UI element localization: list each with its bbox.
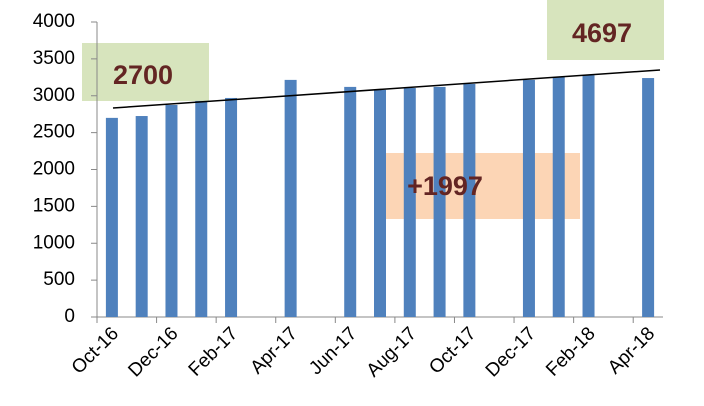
bar [225,97,238,318]
y-tick-label: 1500 [33,195,75,216]
bar [105,117,118,317]
annotation: 4697 [572,18,632,48]
x-tick-label: Oct-16 [68,323,123,378]
x-tick-label: Feb-17 [185,323,242,380]
annotation: +1997 [407,171,483,201]
x-tick-label: Oct-17 [425,323,480,378]
y-tick-label: 3000 [33,85,75,106]
annotation-box [547,0,664,60]
x-tick-label: Dec-17 [482,323,540,381]
x-tick-label: Feb-18 [542,323,599,380]
bar [165,104,178,317]
y-tick-label: 500 [43,269,75,290]
bar [522,79,535,317]
trend-line [112,69,661,109]
y-tick-label: 4000 [33,11,75,32]
y-tick-label: 3500 [33,48,75,69]
y-tick-label: 1000 [33,232,75,253]
bar [195,100,208,317]
x-tick-label: Jun-17 [305,323,361,379]
bar [582,75,595,317]
annotation-box [82,43,209,101]
bar [463,83,476,317]
bar [552,76,565,317]
y-tick-label: 0 [64,306,75,327]
y-tick-label: 2000 [33,159,75,180]
bar [135,116,148,317]
x-tick-label: Apr-18 [604,323,659,378]
bar [284,79,297,317]
bar [642,78,655,317]
bar [433,86,446,318]
annotation: 2700 [113,60,173,90]
x-tick-label: Dec-16 [124,323,182,381]
bar [403,88,416,317]
bar [374,89,386,317]
x-tick-label: Apr-17 [247,323,302,378]
x-tick-label: Aug-17 [363,323,421,381]
y-tick-label: 2500 [33,122,75,143]
bar [344,86,357,318]
